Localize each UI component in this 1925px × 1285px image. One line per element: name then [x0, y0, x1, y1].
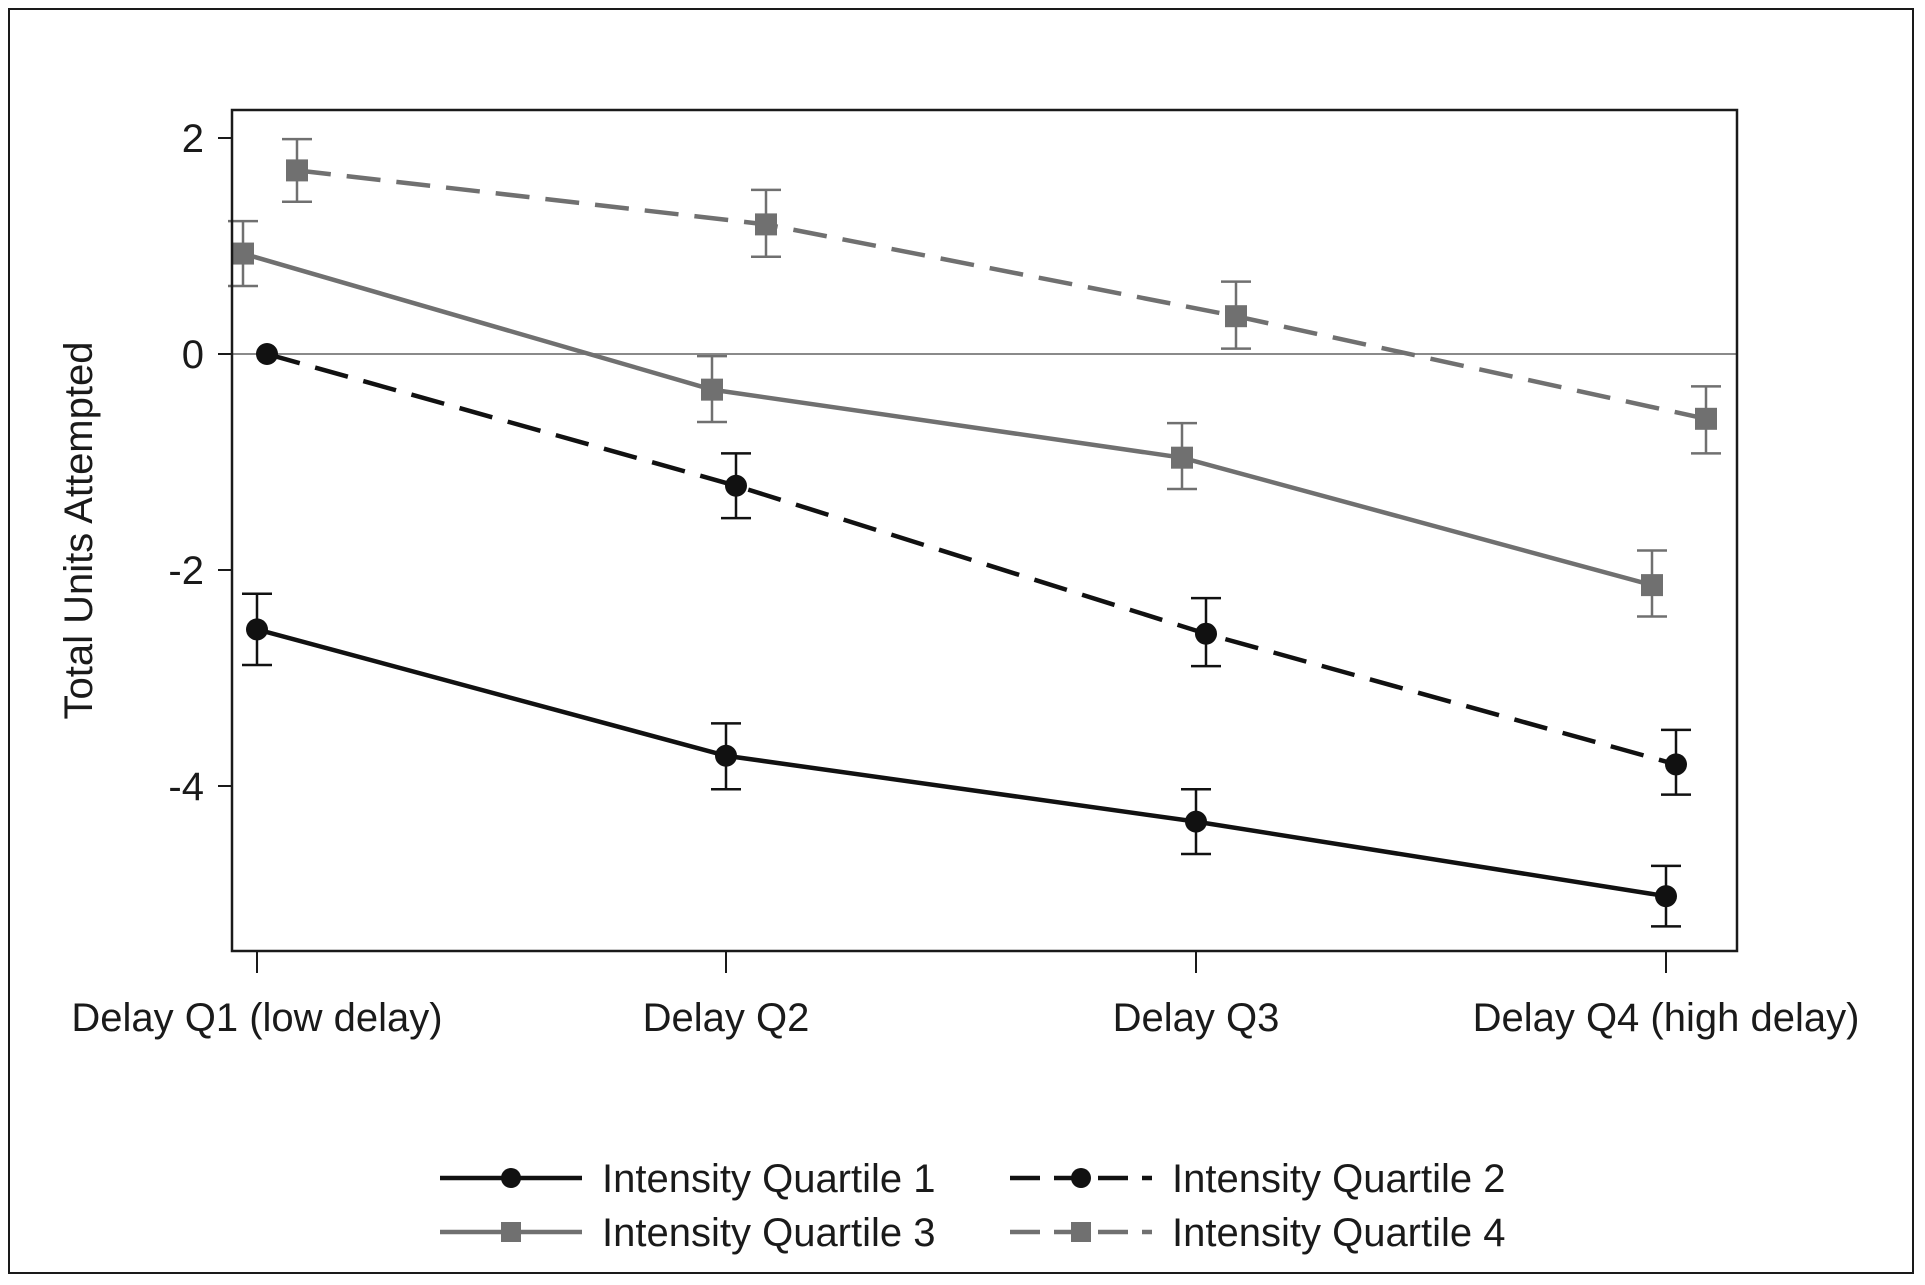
y-tick-label: -4 [168, 765, 204, 809]
data-point [715, 744, 737, 767]
data-point [1225, 305, 1247, 328]
data-point [256, 343, 278, 365]
x-tick-label: Delay Q1 (low delay) [71, 996, 442, 1040]
series-2 [256, 343, 1691, 796]
data-point [1185, 810, 1207, 833]
data-point [246, 618, 268, 641]
axes: -4 -2 0 2 Total Units Attempted Delay Q1 (low… [57, 108, 1860, 1040]
series-4 [282, 137, 1721, 455]
data-point [725, 474, 747, 497]
data-point [286, 159, 308, 182]
plot-frame [230, 108, 1739, 953]
data-point [1695, 407, 1717, 430]
series-line [296, 168, 1707, 421]
series-1 [242, 592, 1681, 928]
data-point [1665, 753, 1687, 776]
y-tick-label: 2 [182, 117, 204, 161]
legend-swatch-marker [501, 1222, 521, 1242]
data-point [1641, 574, 1663, 597]
data-point [1655, 885, 1677, 908]
plot-area [228, 137, 1737, 928]
data-point [755, 213, 777, 236]
series-line [242, 251, 1653, 588]
series-3 [228, 219, 1667, 618]
y-axis-label: Total Units Attempted [57, 342, 101, 720]
series-line [266, 351, 1677, 767]
legend-item-3: Intensity Quartile 3 [440, 1211, 936, 1255]
figure-frame: -4 -2 0 2 Total Units Attempted Delay Q1 (low… [8, 8, 1914, 1274]
x-tick-label: Delay Q3 [1113, 996, 1280, 1040]
legend-label: Intensity Quartile 4 [1172, 1211, 1506, 1255]
legend-swatch-marker [1071, 1168, 1091, 1188]
legend-item-4: Intensity Quartile 4 [1010, 1211, 1506, 1255]
x-tick-label: Delay Q2 [643, 996, 810, 1040]
data-point [1171, 446, 1193, 469]
legend-swatch-marker [501, 1168, 521, 1188]
y-tick-label: -2 [168, 549, 204, 593]
legend-item-1: Intensity Quartile 1 [440, 1157, 936, 1201]
legend-swatch-marker [1071, 1222, 1091, 1242]
legend-item-2: Intensity Quartile 2 [1010, 1157, 1506, 1201]
legend-label: Intensity Quartile 2 [1172, 1157, 1506, 1201]
series-line [256, 627, 1667, 899]
data-point [701, 378, 723, 401]
data-point [1195, 622, 1217, 645]
line-chart: -4 -2 0 2 Total Units Attempted Delay Q1 (low… [57, 108, 1860, 1255]
legend: Intensity Quartile 1 Intensity Quartile 2… [440, 1157, 1506, 1255]
legend-label: Intensity Quartile 3 [602, 1211, 936, 1255]
x-tick-label: Delay Q4 (high delay) [1473, 996, 1860, 1040]
legend-label: Intensity Quartile 1 [602, 1157, 936, 1201]
data-point [232, 242, 254, 265]
y-tick-label: 0 [182, 333, 204, 377]
